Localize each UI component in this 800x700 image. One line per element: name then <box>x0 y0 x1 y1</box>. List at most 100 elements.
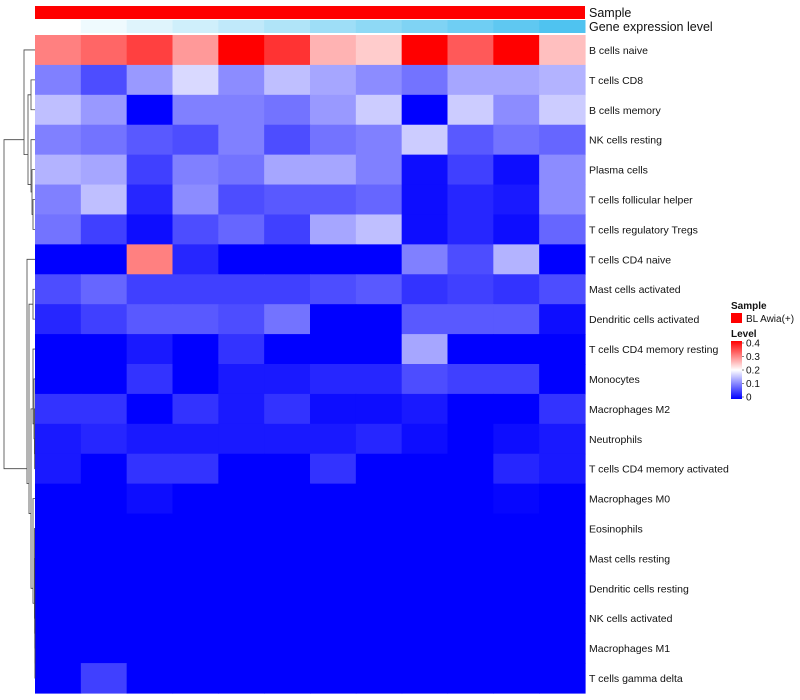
heatmap-cell <box>401 453 449 485</box>
dendrogram-branch <box>32 199 35 230</box>
heatmap-cell <box>80 94 128 126</box>
heatmap-cell <box>355 663 403 694</box>
heatmap-cell <box>310 124 357 156</box>
heatmap-cell <box>493 364 540 395</box>
legend-colorbar <box>731 341 742 399</box>
heatmap-cell <box>355 633 403 664</box>
gene-expression-annotation-cell <box>401 20 448 33</box>
heatmap-cell <box>264 393 311 425</box>
heatmap-cell <box>539 453 586 485</box>
heatmap-cell <box>126 334 174 365</box>
heatmap-cell <box>126 483 174 515</box>
heatmap-cell <box>493 244 540 275</box>
heatmap-cell <box>539 423 586 455</box>
heatmap-cell <box>447 543 494 574</box>
heatmap-cell <box>539 94 586 126</box>
heatmap-cell <box>126 663 174 694</box>
legend-sample-title: Sample <box>731 301 767 312</box>
heatmap-cell <box>218 35 265 66</box>
heatmap-cell <box>80 423 128 455</box>
heatmap-cell <box>401 124 449 156</box>
heatmap-cell <box>172 603 219 634</box>
heatmap-cell <box>493 184 540 216</box>
gene-expression-annotation-cell <box>80 20 128 33</box>
heatmap-cell <box>264 573 311 604</box>
heatmap-cell <box>218 214 265 245</box>
heatmap-cell <box>35 364 82 395</box>
heatmap-cell <box>126 274 174 305</box>
heatmap-cell <box>355 483 403 515</box>
row-label: Macrophages M1 <box>589 643 670 655</box>
heatmap-cell <box>80 274 128 305</box>
heatmap-cell <box>35 334 82 365</box>
heatmap-cell <box>401 214 449 245</box>
heatmap-cell <box>218 603 265 634</box>
heatmap-cell <box>401 364 449 395</box>
heatmap-cell <box>493 154 540 186</box>
gene-expression-annotation-cell <box>35 20 82 33</box>
row-dendrogram <box>3 49 36 679</box>
heatmap-cell <box>172 304 219 335</box>
heatmap-cell <box>35 393 82 425</box>
heatmap-cell <box>310 364 357 395</box>
heatmap-cell <box>539 513 586 545</box>
heatmap-cell <box>310 573 357 604</box>
heatmap-cell <box>172 543 219 574</box>
row-label: NK cells resting <box>589 135 662 147</box>
heatmap-cell <box>539 633 586 664</box>
heatmap-cell <box>80 334 128 365</box>
heatmap-cell <box>310 35 357 66</box>
heatmap-cell <box>218 364 265 395</box>
heatmap-cell <box>539 603 586 634</box>
row-label: T cells follicular helper <box>589 195 693 207</box>
heatmap-cell <box>355 573 403 604</box>
heatmap-cell <box>447 274 494 305</box>
heatmap-cell <box>264 364 311 395</box>
legend-sample-entry: BL Awia(+) <box>746 314 794 325</box>
heatmap-cell <box>218 244 265 275</box>
gene-expression-annotation-cell <box>447 20 494 33</box>
heatmap-cell <box>493 663 540 694</box>
heatmap-cell <box>80 663 128 694</box>
heatmap-cell <box>493 94 540 126</box>
heatmap-cell <box>126 423 174 455</box>
heatmap-cell <box>218 663 265 694</box>
heatmap-cell <box>80 543 128 574</box>
heatmap-cell <box>126 513 174 545</box>
gene-expression-annotation-cell <box>355 20 403 33</box>
dendrogram-branch <box>26 258 35 485</box>
heatmap-cell <box>35 35 82 66</box>
heatmap-cell <box>539 663 586 694</box>
heatmap-cell <box>539 304 586 335</box>
heatmap-cell <box>218 124 265 156</box>
row-label: Eosinophils <box>589 524 643 536</box>
row-label: Neutrophils <box>589 434 642 446</box>
heatmap-cell <box>35 453 82 485</box>
heatmap-cell <box>35 543 82 574</box>
row-label: Dendritic cells activated <box>589 314 699 326</box>
legend-tick-label: 0.4 <box>746 339 760 350</box>
heatmap-cell <box>447 244 494 275</box>
heatmap-cell <box>264 483 311 515</box>
heatmap-cell <box>401 513 449 545</box>
dendrogram-branch <box>31 169 35 215</box>
legend-tick-label: 0.1 <box>746 379 760 390</box>
heatmap-cell <box>355 64 403 96</box>
heatmap-cell <box>539 64 586 96</box>
dendrogram-branch <box>32 288 35 320</box>
dendrogram-branch <box>27 94 31 185</box>
dendrogram-branch <box>32 498 35 604</box>
dendrogram-branch <box>23 49 35 156</box>
heatmap-cell <box>447 35 494 66</box>
row-label: T cells CD4 memory resting <box>589 344 718 356</box>
heatmap-cell <box>310 304 357 335</box>
heatmap-cell <box>264 124 311 156</box>
heatmap-cell <box>264 453 311 485</box>
row-label: Monocytes <box>589 374 640 386</box>
heatmap-cell <box>126 453 174 485</box>
legend-tick-label: 0.3 <box>746 352 760 363</box>
heatmap-cell <box>355 603 403 634</box>
heatmap-cell <box>401 154 449 186</box>
heatmap-cell <box>172 453 219 485</box>
